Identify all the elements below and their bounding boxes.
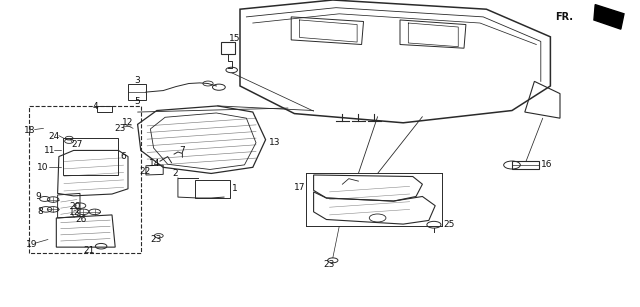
Text: 4: 4: [93, 102, 99, 111]
Text: 3: 3: [135, 76, 140, 85]
Text: 26: 26: [76, 215, 87, 224]
Text: 21: 21: [83, 246, 95, 255]
Text: 2: 2: [173, 169, 179, 178]
Text: 23: 23: [323, 260, 335, 269]
Text: 7: 7: [179, 146, 185, 155]
Polygon shape: [594, 5, 624, 29]
Text: FR.: FR.: [555, 12, 573, 22]
Text: 25: 25: [443, 220, 454, 229]
Text: 15: 15: [229, 34, 241, 43]
Text: 23: 23: [150, 235, 162, 244]
Text: 12: 12: [122, 118, 133, 127]
Text: 11: 11: [44, 146, 55, 155]
Text: 16: 16: [541, 160, 552, 169]
Text: 8: 8: [37, 207, 43, 216]
Text: 24: 24: [48, 132, 60, 141]
Text: 18: 18: [24, 126, 36, 135]
Text: 5: 5: [135, 97, 140, 107]
Text: 13: 13: [269, 138, 280, 147]
Text: 1: 1: [232, 184, 238, 193]
Text: 22: 22: [140, 167, 151, 176]
Text: 14: 14: [148, 159, 160, 168]
Text: 12: 12: [69, 208, 81, 217]
Text: 17: 17: [294, 183, 306, 192]
Text: 10: 10: [37, 163, 49, 172]
Text: 20: 20: [69, 202, 81, 211]
Text: 19: 19: [26, 239, 37, 249]
Text: 6: 6: [120, 152, 126, 161]
Text: 9: 9: [35, 192, 41, 201]
Text: 23: 23: [114, 124, 125, 133]
Text: 27: 27: [72, 140, 83, 150]
